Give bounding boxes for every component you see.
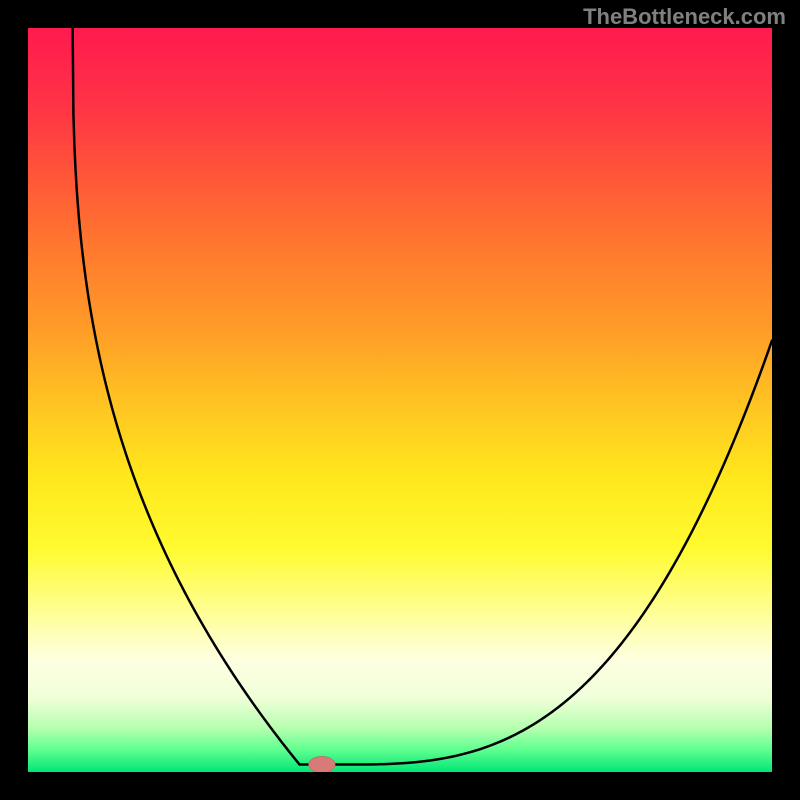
gradient-background [28, 28, 772, 772]
chart-svg [28, 28, 772, 772]
plot-area [28, 28, 772, 772]
optimum-marker [308, 756, 335, 772]
watermark-text: TheBottleneck.com [583, 4, 786, 30]
chart-container: TheBottleneck.com [0, 0, 800, 800]
